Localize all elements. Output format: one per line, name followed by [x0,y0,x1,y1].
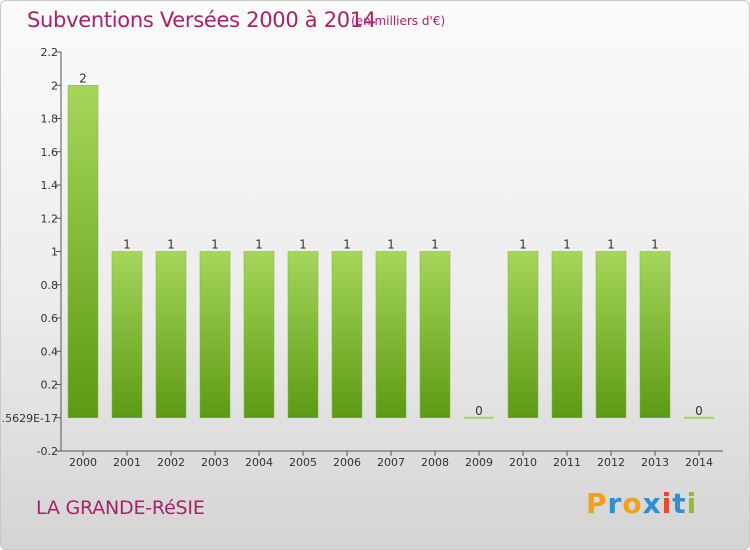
x-tick-label-2004: 2004 [245,456,273,469]
bar-2001 [111,251,143,418]
bar-2004 [243,251,275,418]
bar-2014 [684,416,714,419]
bar-2003 [199,251,231,418]
proxiti-logo: Proxiti [586,487,697,520]
x-tick-label-2009: 2009 [465,456,493,469]
y-tick-label: 0.6 [41,312,59,325]
x-tick-label-2012: 2012 [597,456,625,469]
bar-2009 [464,416,494,419]
data-label-2001: 1 [123,238,131,252]
y-tick-label: 0.8 [41,279,59,292]
x-tick-label-2007: 2007 [377,456,405,469]
bar-2000 [67,85,99,418]
logo-letter: t [672,487,687,520]
x-tick-label-2003: 2003 [201,456,229,469]
logo-letter: P [586,487,608,520]
data-label-2009: 0 [475,404,483,418]
data-label-2006: 1 [343,238,351,252]
data-label-2013: 1 [651,238,659,252]
data-label-2002: 1 [167,238,175,252]
y-tick-label: 1.4 [41,179,59,192]
y-tick-label: 1 [51,246,58,259]
bar-2013 [639,251,671,418]
x-tick-label-2002: 2002 [157,456,185,469]
data-label-2005: 1 [299,238,307,252]
y-tick-label: 0.4 [41,345,59,358]
y-tick-label: 2 [51,79,58,92]
data-label-2012: 1 [607,238,615,252]
bar-2008 [419,251,451,418]
logo-letter: i [661,487,673,520]
bar-2002 [155,251,187,418]
y-tick-label: 1.2 [41,212,59,225]
x-tick-label-2011: 2011 [553,456,581,469]
data-label-2007: 1 [387,238,395,252]
x-tick-label-2005: 2005 [289,456,317,469]
x-tick-label-2013: 2013 [641,456,669,469]
data-label-2008: 1 [431,238,439,252]
x-tick-label-2014: 2014 [685,456,713,469]
bar-2007 [375,251,407,418]
logo-letter: r [607,487,623,520]
y-tick-label: -1.5629E-17 [1,412,58,425]
y-tick-label: 0.2 [41,379,59,392]
x-tick-label-2010: 2010 [509,456,537,469]
commune-name: LA GRANDE-RéSIE [36,497,205,519]
bar-2006 [331,251,363,418]
x-tick-label-2008: 2008 [421,456,449,469]
data-label-2014: 0 [695,404,703,418]
y-tick-label: 1.8 [41,113,59,126]
x-tick-label-2001: 2001 [113,456,141,469]
y-tick-label: 1.6 [41,146,59,159]
chart-subtitle: (en milliers d'€) [351,14,446,28]
logo-letter: i [686,487,698,520]
y-tick-label: 2.2 [41,46,59,59]
data-label-2000: 2 [79,71,87,85]
x-tick-label-2006: 2006 [333,456,361,469]
y-tick-label: -0.2 [37,445,58,458]
data-label-2003: 1 [211,238,219,252]
logo-letter: x [642,487,662,520]
bar-2005 [287,251,319,418]
logo-letter: o [622,487,643,520]
bar-2011 [551,251,583,418]
bar-2010 [507,251,539,418]
data-label-2004: 1 [255,238,263,252]
data-label-2010: 1 [519,238,527,252]
bar-2012 [595,251,627,418]
data-label-2011: 1 [563,238,571,252]
x-tick-label-2000: 2000 [69,456,97,469]
chart-title: Subventions Versées 2000 à 2014 [27,8,376,32]
